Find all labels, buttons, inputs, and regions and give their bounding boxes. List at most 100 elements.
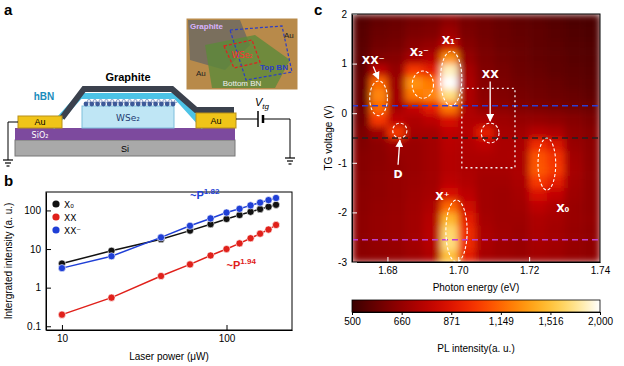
heatmap-cell (387, 88, 405, 101)
highlight-box (462, 88, 515, 167)
heatmap-cell (405, 175, 423, 188)
heatmap-cell (441, 150, 459, 163)
heatmap-cell (405, 225, 423, 238)
heatmap-cell (511, 138, 529, 151)
panel-letter: c (314, 1, 322, 18)
data-point (223, 215, 230, 222)
heatmap-cell (423, 101, 441, 114)
heatmap-cell (441, 250, 459, 262)
annotation: X₀ (556, 202, 569, 215)
heatmap-cell (547, 225, 565, 238)
heatmap-cell (529, 250, 547, 262)
heatmap-cell (387, 225, 405, 238)
heatmap-cell (476, 101, 494, 114)
heatmap-cell (352, 200, 370, 213)
wse2-atom (147, 102, 152, 107)
heatmap-layer (352, 14, 600, 262)
heatmap-cell (494, 113, 512, 126)
heatmap-cell (529, 51, 547, 64)
reference-line (352, 105, 600, 107)
heatmap-cell (352, 39, 370, 52)
battery-plate (257, 111, 259, 127)
tick-label: 100 (24, 205, 41, 216)
heatmap-cell (423, 14, 441, 27)
heatmap-cell (565, 150, 583, 163)
tick-label: -3 (338, 257, 347, 268)
layer-label: Si (121, 144, 129, 154)
tick: 2,000 (588, 312, 613, 327)
ground-symbol (7, 165, 10, 166)
heatmap-cell (476, 88, 494, 101)
data-point (207, 215, 214, 222)
inset-label: Top BN (260, 63, 288, 72)
tick-mark (387, 257, 388, 262)
heatmap-cell (441, 212, 459, 225)
annotation: D (393, 168, 402, 181)
heatmap-cell (387, 26, 405, 39)
colorbar-title: PL intensity(a. u.) (437, 343, 514, 354)
heatmap-cell (370, 163, 388, 176)
heatmap-cell (476, 188, 494, 201)
heatmap-cell (387, 200, 405, 213)
axis-title: Laser power (μW) (129, 351, 209, 362)
heatmap-cell (582, 51, 600, 64)
heatmap-cell (565, 51, 583, 64)
heatmap-cell (387, 76, 405, 89)
heatmap-cell (547, 113, 565, 126)
heatmap-cell (494, 188, 512, 201)
feature-ellipse (370, 81, 388, 116)
heatmap-cell (547, 51, 565, 64)
heatmap-cell (547, 39, 565, 52)
annotation: ~P1.94 (227, 257, 257, 271)
colorbar-axis: 5006608711,1491,5162,000 (344, 312, 613, 327)
annotation: XX (482, 68, 499, 81)
heatmap-cell (547, 88, 565, 101)
heatmap-cell (547, 188, 565, 201)
heatmap-cell (511, 113, 529, 126)
tick-mark (451, 312, 452, 315)
legend-marker (52, 200, 59, 207)
wse2-atom (163, 99, 166, 102)
tick-label: 0 (341, 108, 347, 119)
data-point (186, 222, 193, 229)
heatmap-cell (511, 175, 529, 188)
feature-ellipse (393, 123, 407, 138)
annotation-exponent: 1.94 (240, 257, 256, 266)
overlay-layer (352, 51, 600, 262)
axis-title: TG voltage (V) (323, 105, 334, 170)
data-point (58, 311, 65, 318)
layer-label: Graphite (105, 71, 150, 83)
tick-mark (501, 312, 502, 315)
ground-symbol (289, 163, 292, 164)
heatmap-cell (352, 14, 370, 27)
annotation: XX⁻ (362, 54, 385, 67)
legend: X₀XXXX⁻ (52, 200, 81, 236)
heatmap-cell (547, 101, 565, 114)
heatmap-cell (370, 225, 388, 238)
heatmap-cell (529, 14, 547, 27)
heatmap-cell (370, 188, 388, 201)
plot-frame (352, 14, 600, 262)
heatmap-cell (529, 225, 547, 238)
panel-b: 101000.1110100Laser power (μW)Intergrate… (3, 187, 293, 362)
tick: 1.70 (449, 257, 469, 276)
heatmap-cell (511, 126, 529, 139)
wse2-atom (134, 99, 137, 102)
heatmap-cell (405, 64, 423, 77)
heatmap-cell (582, 188, 600, 201)
heatmap-cell (565, 225, 583, 238)
panel-letter: b (4, 172, 13, 189)
heatmap-cell (458, 126, 476, 139)
heatmap-cell (565, 250, 583, 262)
data-point (108, 253, 115, 260)
data-point (257, 230, 264, 237)
panel-c: XX⁻X₂⁻X₁⁻XXDX⁺X₀1.681.701.721.74-3-2-101… (323, 9, 613, 354)
heatmap-cell (423, 26, 441, 39)
heatmap-cell (458, 39, 476, 52)
heatmap-cell (511, 163, 529, 176)
heatmap-cell (423, 126, 441, 139)
tick-label: 1.72 (520, 265, 540, 276)
tick-mark (46, 249, 51, 250)
heatmap-cell (405, 76, 423, 89)
tick: 500 (344, 312, 361, 327)
